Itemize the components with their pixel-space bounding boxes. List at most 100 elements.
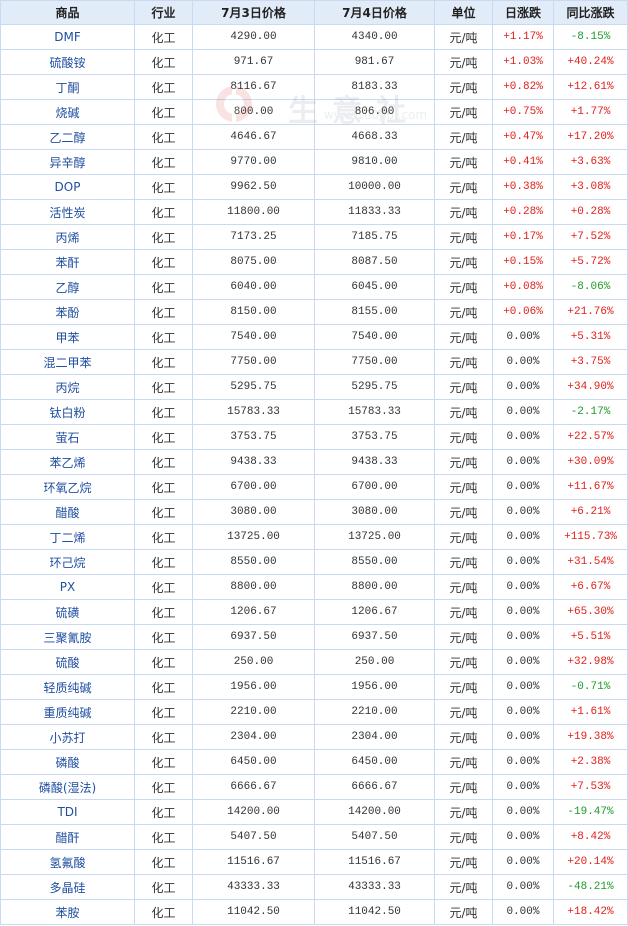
table-row: 乙二醇 化工 4646.67 4668.33 元/吨 +0.47% +17.20%: [0, 124, 628, 150]
cell-price-july4: 8183.33: [314, 74, 435, 100]
cell-price-july4: 4340.00: [314, 24, 435, 50]
cell-name[interactable]: 甲苯: [0, 324, 135, 350]
cell-name[interactable]: 烧碱: [0, 99, 135, 125]
cell-name[interactable]: PX: [0, 574, 135, 600]
cell-price-july4: 9438.33: [314, 449, 435, 475]
cell-daily-change: 0.00%: [492, 324, 554, 350]
cell-name[interactable]: 丙烯: [0, 224, 135, 250]
cell-name[interactable]: 磷酸(湿法): [0, 774, 135, 800]
cell-name[interactable]: 苯酐: [0, 249, 135, 275]
cell-industry: 化工: [134, 424, 193, 450]
cell-price-july3: 800.00: [192, 99, 315, 125]
table-row: 醋酐 化工 5407.50 5407.50 元/吨 0.00% +8.42%: [0, 824, 628, 850]
cell-name[interactable]: 硫磺: [0, 599, 135, 625]
cell-industry: 化工: [134, 624, 193, 650]
cell-name[interactable]: 混二甲苯: [0, 349, 135, 375]
cell-daily-change: 0.00%: [492, 524, 554, 550]
table-row: 活性炭 化工 11800.00 11833.33 元/吨 +0.28% +0.28%: [0, 199, 628, 225]
cell-name[interactable]: 重质纯碱: [0, 699, 135, 725]
table-row: 重质纯碱 化工 2210.00 2210.00 元/吨 0.00% +1.61%: [0, 699, 628, 725]
cell-name[interactable]: 钛白粉: [0, 399, 135, 425]
cell-name[interactable]: DMF: [0, 24, 135, 50]
cell-price-july3: 3753.75: [192, 424, 315, 450]
cell-name[interactable]: 小苏打: [0, 724, 135, 750]
cell-name[interactable]: 活性炭: [0, 199, 135, 225]
cell-daily-change: 0.00%: [492, 549, 554, 575]
cell-unit: 元/吨: [434, 799, 493, 825]
cell-name[interactable]: 磷酸: [0, 749, 135, 775]
table-row: 苯酚 化工 8150.00 8155.00 元/吨 +0.06% +21.76%: [0, 299, 628, 325]
cell-name[interactable]: 乙醇: [0, 274, 135, 300]
cell-name[interactable]: 丙烷: [0, 374, 135, 400]
cell-daily-change: +0.06%: [492, 299, 554, 325]
cell-daily-change: 0.00%: [492, 399, 554, 425]
cell-industry: 化工: [134, 674, 193, 700]
cell-yoy-change: +12.61%: [553, 74, 628, 100]
cell-daily-change: 0.00%: [492, 474, 554, 500]
cell-price-july3: 15783.33: [192, 399, 315, 425]
cell-name[interactable]: 轻质纯碱: [0, 674, 135, 700]
cell-industry: 化工: [134, 324, 193, 350]
cell-name[interactable]: 硫酸: [0, 649, 135, 675]
cell-industry: 化工: [134, 874, 193, 900]
cell-name[interactable]: 丁酮: [0, 74, 135, 100]
cell-daily-change: +0.28%: [492, 199, 554, 225]
cell-name[interactable]: 乙二醇: [0, 124, 135, 150]
cell-unit: 元/吨: [434, 274, 493, 300]
cell-yoy-change: +65.30%: [553, 599, 628, 625]
cell-name[interactable]: 三聚氰胺: [0, 624, 135, 650]
cell-industry: 化工: [134, 99, 193, 125]
cell-unit: 元/吨: [434, 149, 493, 175]
cell-name[interactable]: 苯乙烯: [0, 449, 135, 475]
cell-price-july3: 43333.33: [192, 874, 315, 900]
cell-price-july3: 8075.00: [192, 249, 315, 275]
cell-price-july4: 14200.00: [314, 799, 435, 825]
cell-price-july4: 7185.75: [314, 224, 435, 250]
cell-name[interactable]: 氢氟酸: [0, 849, 135, 875]
cell-name[interactable]: 苯酚: [0, 299, 135, 325]
cell-name[interactable]: 萤石: [0, 424, 135, 450]
cell-daily-change: +1.03%: [492, 49, 554, 75]
cell-daily-change: +0.47%: [492, 124, 554, 150]
cell-name[interactable]: 丁二烯: [0, 524, 135, 550]
cell-unit: 元/吨: [434, 349, 493, 375]
table-row: 钛白粉 化工 15783.33 15783.33 元/吨 0.00% -2.17%: [0, 399, 628, 425]
cell-daily-change: +0.82%: [492, 74, 554, 100]
cell-price-july3: 6040.00: [192, 274, 315, 300]
table-row: 环氧乙烷 化工 6700.00 6700.00 元/吨 0.00% +11.67%: [0, 474, 628, 500]
cell-name[interactable]: 硫酸铵: [0, 49, 135, 75]
cell-price-july3: 14200.00: [192, 799, 315, 825]
cell-price-july3: 6666.67: [192, 774, 315, 800]
cell-industry: 化工: [134, 799, 193, 825]
cell-yoy-change: +34.90%: [553, 374, 628, 400]
cell-name[interactable]: 异辛醇: [0, 149, 135, 175]
cell-name[interactable]: 环氧乙烷: [0, 474, 135, 500]
cell-price-july4: 8155.00: [314, 299, 435, 325]
table-row: TDI 化工 14200.00 14200.00 元/吨 0.00% -19.47%: [0, 799, 628, 825]
cell-industry: 化工: [134, 399, 193, 425]
table-row: 磷酸(湿法) 化工 6666.67 6666.67 元/吨 0.00% +7.53%: [0, 774, 628, 800]
cell-price-july4: 981.67: [314, 49, 435, 75]
cell-unit: 元/吨: [434, 574, 493, 600]
cell-price-july3: 7540.00: [192, 324, 315, 350]
cell-name[interactable]: 多晶硅: [0, 874, 135, 900]
cell-unit: 元/吨: [434, 624, 493, 650]
cell-industry: 化工: [134, 749, 193, 775]
cell-unit: 元/吨: [434, 399, 493, 425]
cell-price-july3: 4646.67: [192, 124, 315, 150]
cell-name[interactable]: TDI: [0, 799, 135, 825]
cell-industry: 化工: [134, 199, 193, 225]
cell-name[interactable]: DOP: [0, 174, 135, 200]
cell-daily-change: 0.00%: [492, 849, 554, 875]
cell-daily-change: 0.00%: [492, 774, 554, 800]
cell-daily-change: +0.38%: [492, 174, 554, 200]
cell-daily-change: +0.75%: [492, 99, 554, 125]
cell-name[interactable]: 醋酸: [0, 499, 135, 525]
cell-industry: 化工: [134, 174, 193, 200]
cell-yoy-change: +3.08%: [553, 174, 628, 200]
cell-name[interactable]: 苯胺: [0, 899, 135, 925]
cell-daily-change: 0.00%: [492, 349, 554, 375]
cell-name[interactable]: 醋酐: [0, 824, 135, 850]
cell-name[interactable]: 环己烷: [0, 549, 135, 575]
